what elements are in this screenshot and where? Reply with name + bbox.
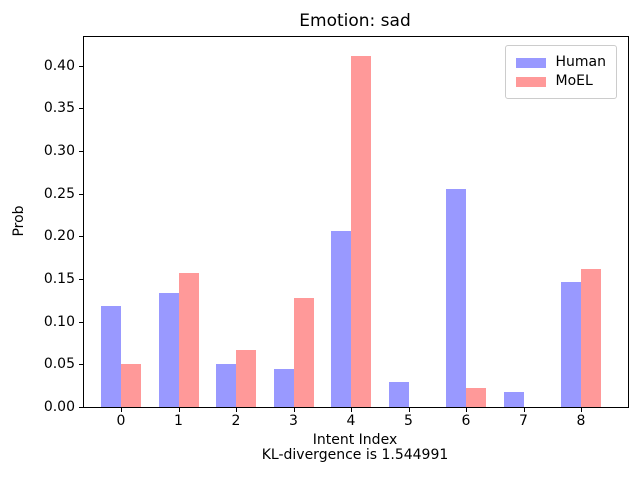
x-tick-label: 5 — [404, 413, 413, 429]
bar-moel-3 — [293, 297, 314, 407]
kl-divergence-text: KL-divergence is 1.544991 — [261, 447, 449, 463]
x-tick-label: 0 — [116, 413, 126, 429]
y-tick-label: 0.05 — [43, 356, 75, 373]
bar-human-0 — [101, 306, 121, 407]
x-tick-mark — [293, 408, 295, 412]
bar-human-2 — [216, 363, 236, 407]
y-tick-mark — [79, 65, 83, 67]
bar-human-3 — [273, 368, 294, 407]
bar-moel-1 — [178, 273, 199, 407]
bar-moel-4 — [351, 55, 371, 407]
y-tick-mark — [79, 108, 83, 110]
y-tick-label: 0.30 — [43, 143, 75, 160]
x-tick-mark — [178, 408, 180, 412]
x-tick-mark — [351, 408, 352, 412]
bar-human-7 — [503, 391, 524, 407]
legend-item-moel: MoEL — [515, 73, 607, 90]
y-tick-label: 0.20 — [43, 228, 75, 245]
bar-moel-8 — [581, 268, 601, 407]
legend-label-human: Human — [555, 54, 607, 70]
legend-swatch-human — [515, 57, 546, 68]
chart-title: Emotion: sad — [299, 11, 411, 31]
y-tick-label: 0.35 — [43, 100, 75, 117]
x-tick-label: 6 — [461, 413, 471, 429]
x-tick-mark — [581, 408, 582, 412]
bar-human-8 — [561, 282, 581, 407]
x-axis-label: Intent Index — [312, 432, 398, 448]
x-tick-mark — [236, 408, 237, 412]
x-tick-mark — [466, 408, 467, 412]
y-tick-label: 0.10 — [43, 313, 75, 330]
x-tick-label: 1 — [174, 413, 183, 429]
x-tick-label: 8 — [576, 413, 586, 429]
x-axis-label-block: Intent Index KL-divergence is 1.544991 — [83, 433, 627, 463]
bar-human-1 — [158, 292, 179, 407]
x-tick-label: 7 — [519, 413, 528, 429]
legend-label-moel: MoEL — [555, 73, 593, 89]
y-tick-label: 0.15 — [43, 271, 75, 288]
y-tick-label: 0.00 — [43, 399, 75, 415]
x-tick-label: 4 — [346, 413, 356, 429]
bar-moel-0 — [121, 363, 141, 407]
y-tick-mark — [79, 364, 83, 366]
bar-human-4 — [331, 231, 351, 407]
bar-human-5 — [388, 382, 409, 407]
y-tick-mark — [79, 236, 83, 238]
x-tick-mark — [523, 408, 525, 412]
bar-moel-6 — [466, 388, 486, 407]
plot-area: 0.00 0.05 0.10 0.15 0.20 0.25 0.30 0.35 0.40 0 1 2… — [44, 36, 629, 429]
bar-moel-2 — [236, 349, 256, 407]
legend-item-human: Human — [515, 54, 607, 71]
bar-human-6 — [446, 188, 466, 407]
y-tick-label: 0.25 — [43, 185, 75, 202]
legend: Human MoEL — [504, 45, 617, 99]
y-tick-mark — [79, 321, 83, 323]
y-tick-label: 0.40 — [43, 57, 75, 74]
y-tick-mark — [79, 279, 83, 281]
y-tick-mark — [79, 407, 83, 408]
x-tick-mark — [408, 408, 410, 412]
legend-swatch-moel — [515, 76, 546, 87]
y-tick-mark — [79, 193, 83, 195]
x-tick-label: 3 — [289, 413, 298, 429]
x-tick-label: 2 — [231, 413, 241, 429]
y-tick-mark — [79, 151, 83, 153]
x-tick-mark — [121, 408, 122, 412]
